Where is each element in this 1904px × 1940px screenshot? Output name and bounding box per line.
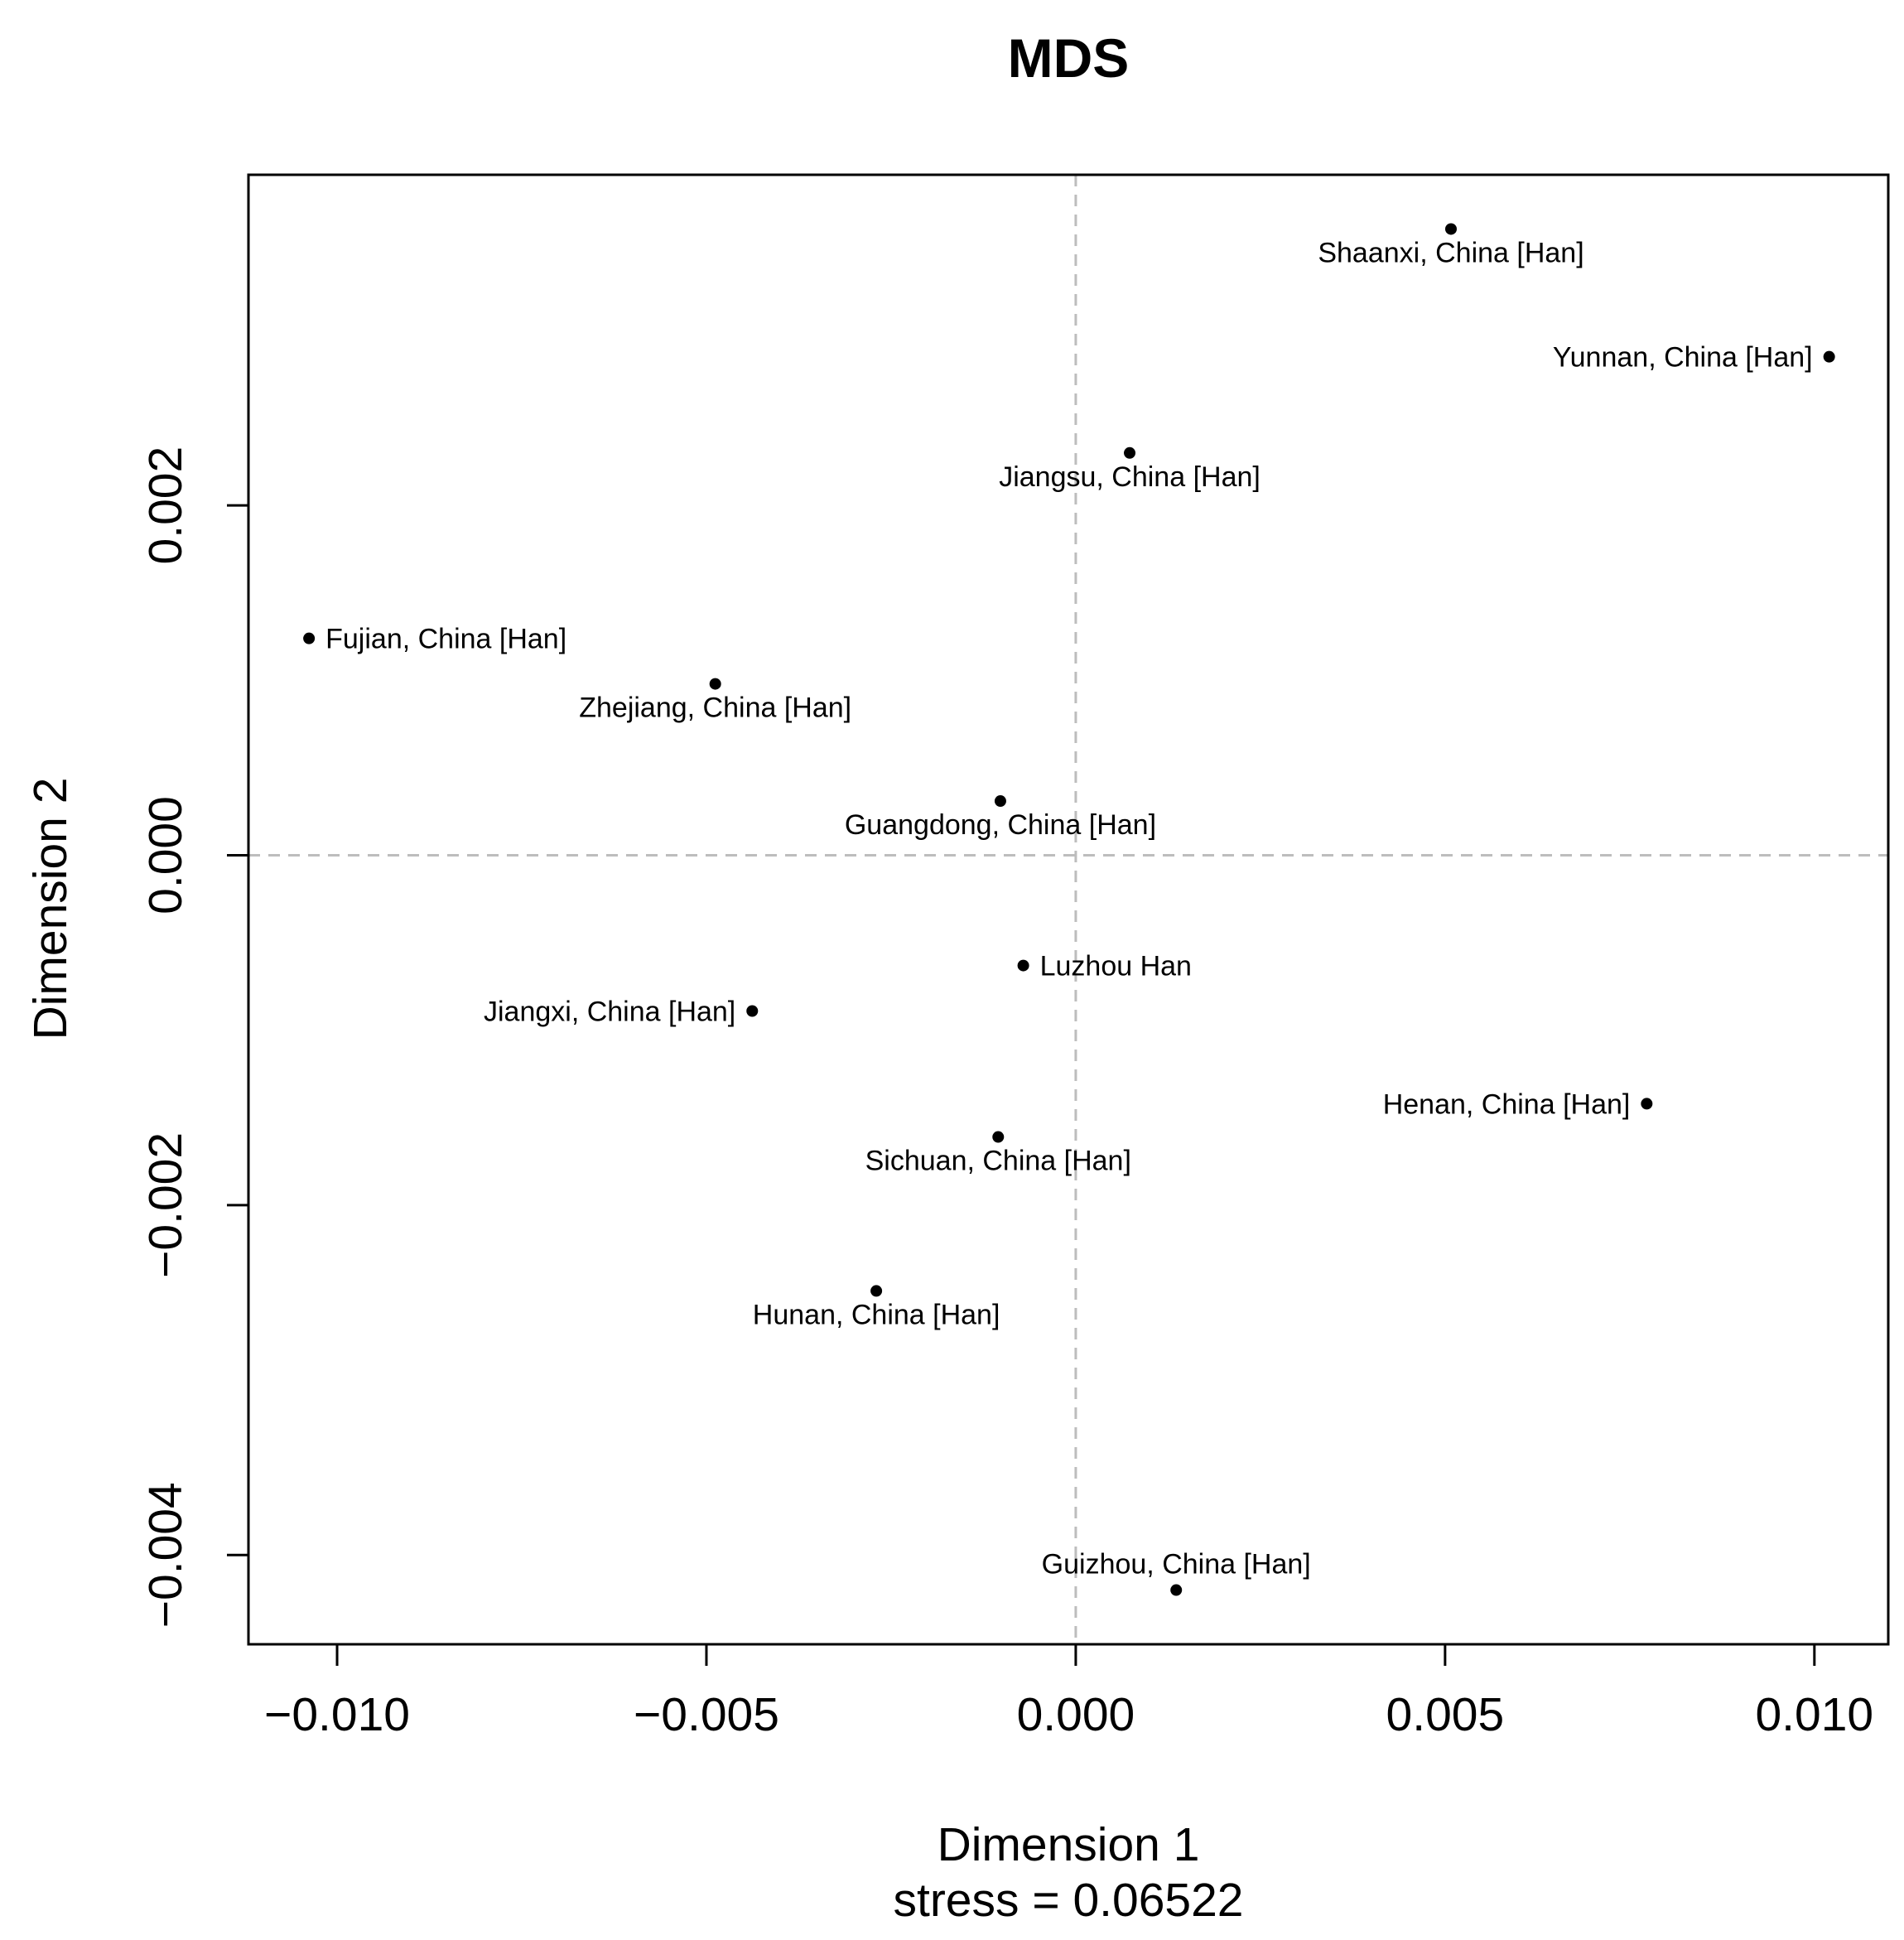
data-point [303, 632, 316, 644]
y-tick-label: 0.000 [139, 796, 192, 915]
point-label: Guizhou, China [Han] [1042, 1549, 1311, 1580]
point-label: Sichuan, China [Han] [865, 1146, 1131, 1177]
point-label: Guangdong, China [Han] [845, 809, 1156, 841]
data-point [1124, 446, 1136, 459]
y-tick-label: −0.002 [139, 1132, 192, 1278]
plot-frame [247, 173, 1890, 1646]
data-point [1823, 350, 1835, 363]
data-point [1170, 1584, 1183, 1596]
point-labels-layer: Shaanxi, China [Han] Yunnan, China [Han] J… [325, 237, 1813, 1580]
point-label: Henan, China [Han] [1383, 1088, 1631, 1120]
data-point [1017, 959, 1029, 972]
x-tick-label: −0.010 [264, 1688, 410, 1741]
data-point [994, 795, 1006, 808]
y-tick-label: −0.004 [139, 1482, 192, 1628]
data-point [1641, 1098, 1653, 1110]
x-axis-title: Dimension 1 [938, 1818, 1200, 1871]
x-tick-label: −0.005 [634, 1688, 779, 1741]
data-point [1445, 223, 1457, 235]
point-label: Zhejiang, China [Han] [579, 693, 851, 724]
data-point [709, 678, 721, 690]
y-axis-title: Dimension 2 [24, 778, 77, 1040]
point-label: Fujian, China [Han] [325, 624, 566, 655]
chart-title: MDS [1008, 27, 1130, 89]
stress-label: stress = 0.06522 [893, 1874, 1243, 1927]
x-axis: −0.010 −0.005 0.000 0.005 0.010 [264, 1644, 1873, 1741]
point-label: Hunan, China [Han] [753, 1299, 1000, 1330]
point-label: Luzhou Han [1040, 951, 1192, 982]
x-tick-label: 0.005 [1386, 1688, 1505, 1741]
point-label: Jiangsu, China [Han] [999, 461, 1260, 493]
data-point [746, 1005, 759, 1017]
y-axis: −0.004 −0.002 0.000 0.002 [139, 446, 248, 1628]
point-label: Yunnan, China [Han] [1553, 342, 1813, 374]
data-point [870, 1285, 883, 1297]
points-layer [303, 223, 1835, 1596]
reference-lines [248, 175, 1888, 1644]
data-point [992, 1131, 1005, 1143]
point-label: Shaanxi, China [Han] [1318, 237, 1583, 268]
y-tick-label: 0.002 [139, 446, 192, 565]
x-tick-label: 0.010 [1755, 1688, 1873, 1741]
x-tick-label: 0.000 [1017, 1688, 1135, 1741]
point-label: Jiangxi, China [Han] [484, 996, 735, 1027]
